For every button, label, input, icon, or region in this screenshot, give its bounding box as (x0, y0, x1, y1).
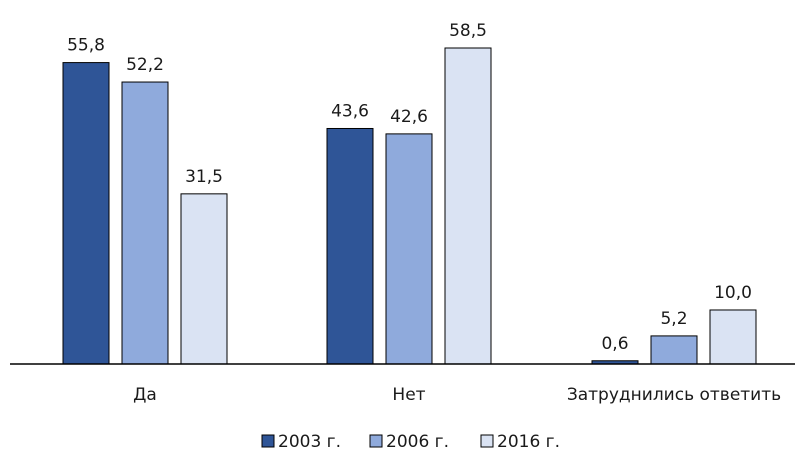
legend-label-3: 2016 г. (497, 432, 560, 452)
bar-1-1 (62, 62, 110, 365)
category-label-1: Да (133, 385, 157, 405)
value-label-2-3: 5,2 (660, 309, 687, 329)
bar-3-1 (180, 193, 228, 365)
bar-3-2 (444, 47, 492, 365)
legend-label-2: 2006 г. (386, 432, 449, 452)
bar-2-1 (121, 81, 169, 365)
value-label-1-1: 55,8 (67, 36, 105, 56)
value-label-1-2: 43,6 (331, 101, 369, 121)
value-label-1-3: 0,6 (601, 334, 628, 354)
value-labels-layer: 55,8 52,2 31,5 43,6 42,6 58,5 0,6 5,2 10,0 (67, 21, 752, 354)
bar-1-2 (326, 127, 374, 365)
value-label-3-1: 31,5 (185, 167, 223, 187)
category-label-3: Затруднились ответить (567, 385, 781, 405)
legend-label-1: 2003 г. (278, 432, 341, 452)
category-label-2: Нет (392, 385, 425, 405)
legend-swatch-2 (369, 434, 383, 448)
legend: 2003 г. 2006 г. 2016 г. (261, 432, 560, 452)
value-label-3-3: 10,0 (714, 283, 752, 303)
legend-swatch-1 (261, 434, 275, 448)
bar-2-3 (650, 335, 698, 365)
bar-2-2 (385, 133, 433, 365)
value-label-3-2: 58,5 (449, 21, 487, 41)
bar-3-3 (709, 309, 757, 365)
legend-swatch-3 (480, 434, 494, 448)
category-labels-layer: Да Нет Затруднились ответить (133, 385, 781, 405)
value-label-2-2: 42,6 (390, 107, 428, 127)
value-label-2-1: 52,2 (126, 55, 164, 75)
bars-layer (62, 47, 757, 365)
